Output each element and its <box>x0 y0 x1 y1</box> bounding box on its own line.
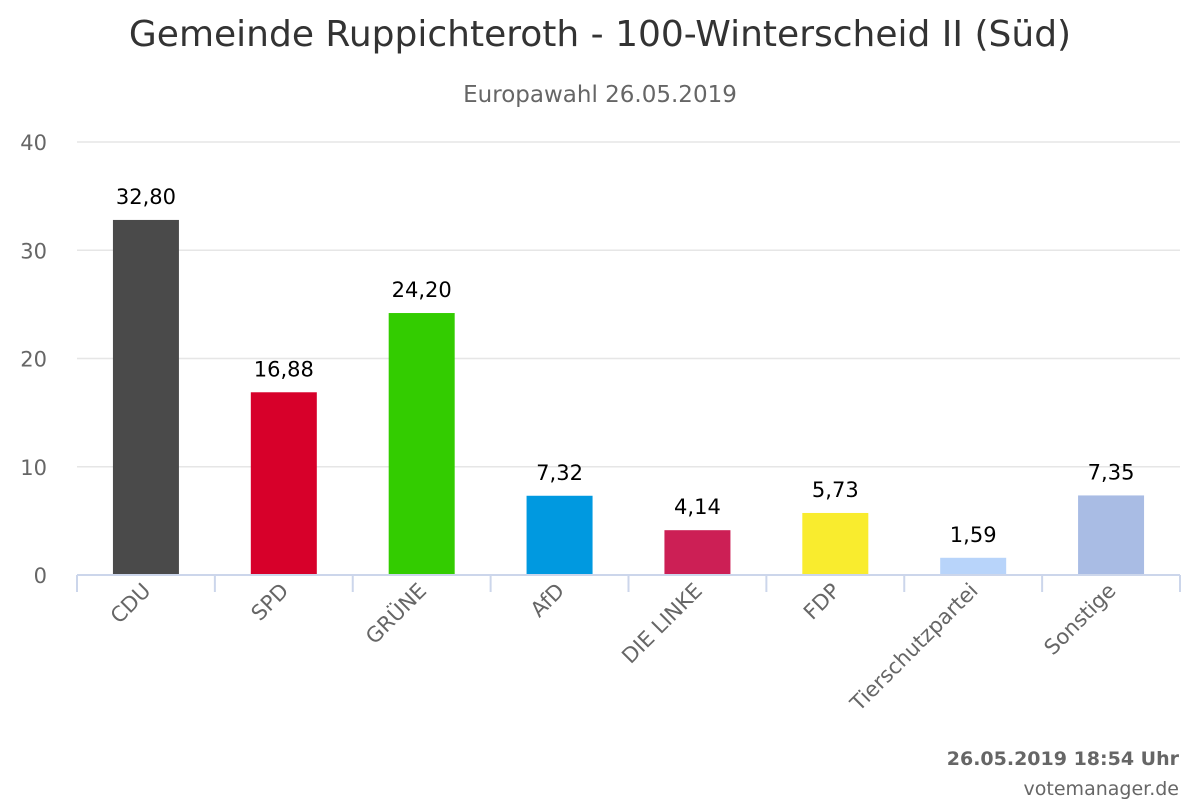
data-label: 7,32 <box>536 461 583 485</box>
bar-sonstige[interactable] <box>1078 495 1145 575</box>
y-tick-label: 30 <box>20 239 47 263</box>
bar-tierschutzpartei[interactable] <box>940 557 1007 575</box>
chart-title: Gemeinde Ruppichteroth - 100-Winterschei… <box>128 14 1072 55</box>
x-tick-label: DIE LINKE <box>617 579 707 669</box>
x-tick-label: GRÜNE <box>360 578 431 649</box>
x-tick-label: FDP <box>799 579 845 625</box>
data-label: 1,59 <box>950 523 997 547</box>
bar-spd[interactable] <box>250 392 317 575</box>
chart-subtitle: Europawahl 26.05.2019 <box>463 82 737 108</box>
data-label: 24,20 <box>392 278 452 302</box>
data-label: 7,35 <box>1088 460 1135 484</box>
y-tick-label: 10 <box>20 456 47 480</box>
bar-cdu[interactable] <box>112 219 179 575</box>
x-tick-label: AfD <box>526 579 569 622</box>
data-label: 4,14 <box>674 495 721 519</box>
result-timestamp: 26.05.2019 18:54 Uhr <box>946 748 1179 770</box>
data-label: 16,88 <box>254 357 314 381</box>
bar-die-linke[interactable] <box>664 530 731 575</box>
y-tick-label: 0 <box>34 564 47 588</box>
x-tick-label: SPD <box>247 579 294 626</box>
y-tick-label: 40 <box>20 131 47 155</box>
y-tick-label: 20 <box>20 348 47 372</box>
data-label: 5,73 <box>812 478 859 502</box>
data-label: 32,80 <box>116 185 176 209</box>
x-tick-label: Tierschutzpartei <box>845 579 983 717</box>
x-tick-label: Sonstige <box>1039 579 1120 660</box>
source-credit[interactable]: votemanager.de <box>1023 778 1179 800</box>
bar-gr-ne[interactable] <box>388 313 455 575</box>
bar-afd[interactable] <box>526 495 593 575</box>
bar-fdp[interactable] <box>802 512 869 575</box>
x-tick-label: CDU <box>106 579 156 629</box>
